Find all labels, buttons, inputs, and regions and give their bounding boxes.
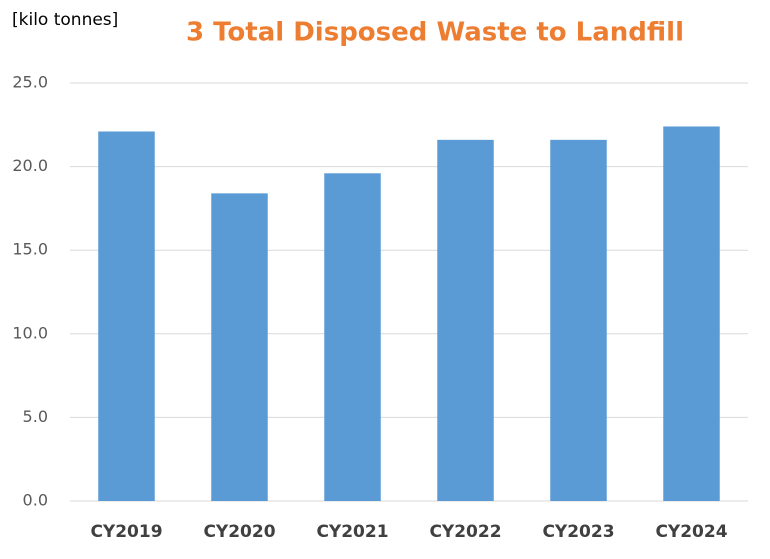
y-tick-label: 25.0 — [12, 73, 48, 92]
bar — [550, 139, 607, 501]
x-tick-label: CY2022 — [429, 522, 501, 542]
bar — [324, 173, 381, 501]
y-tick-label: 0.0 — [23, 491, 48, 510]
x-tick-label: CY2024 — [655, 522, 727, 542]
bar — [98, 131, 155, 501]
bar — [211, 193, 268, 502]
x-tick-label: CY2019 — [90, 522, 162, 542]
y-tick-label: 10.0 — [12, 323, 48, 342]
bar — [437, 139, 494, 501]
y-axis-label: [kilo tonnes] — [12, 10, 118, 30]
bar — [663, 126, 720, 502]
x-tick-label: CY2020 — [203, 522, 275, 542]
chart-title: 3 Total Disposed Waste to Landfill — [186, 18, 684, 48]
y-tick-label: 20.0 — [12, 156, 48, 175]
y-tick-label: 15.0 — [12, 240, 48, 259]
y-tick-label: 5.0 — [23, 407, 48, 426]
x-tick-label: CY2023 — [542, 522, 614, 542]
x-tick-label: CY2021 — [316, 522, 388, 542]
